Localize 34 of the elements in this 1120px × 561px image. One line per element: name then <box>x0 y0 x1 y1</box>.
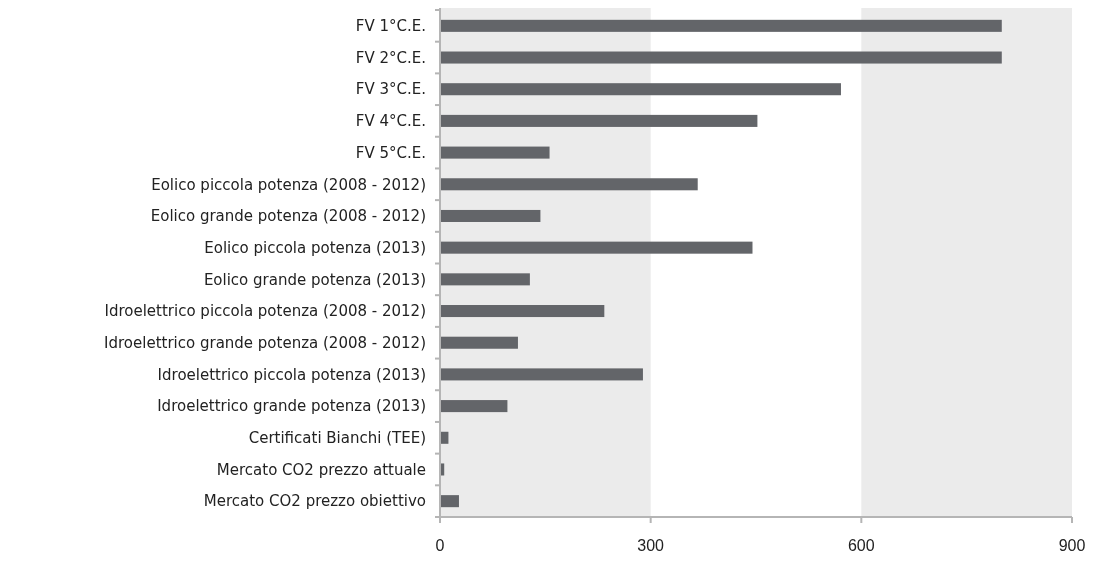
y-tick-label: Idroelettrico grande potenza (2013) <box>157 397 426 416</box>
bar <box>440 19 1002 32</box>
y-tick-label: FV 1°C.E. <box>355 17 426 36</box>
bar <box>440 146 550 159</box>
bar <box>440 241 753 254</box>
y-tick-label: Idroelettrico piccola potenza (2013) <box>157 365 426 384</box>
y-tick-label: Idroelettrico piccola potenza (2008 - 2012) <box>104 302 426 321</box>
y-tick-label: Eolico grande potenza (2013) <box>203 270 426 289</box>
bar <box>440 51 1002 64</box>
y-tick-label: FV 3°C.E. <box>355 80 426 99</box>
y-tick-label: Eolico grande potenza (2008 - 2012) <box>150 207 426 226</box>
x-tick-label: 600 <box>847 537 875 554</box>
bar <box>440 336 518 349</box>
y-tick-label: FV 4°C.E. <box>355 112 426 131</box>
y-tick-label: FV 2°C.E. <box>355 48 426 67</box>
bar <box>440 495 459 508</box>
bar <box>440 114 758 127</box>
bar <box>440 178 698 191</box>
y-tick-label: Eolico piccola potenza (2008 - 2012) <box>151 175 426 194</box>
bar <box>440 83 841 96</box>
bar <box>440 273 530 286</box>
y-tick-label: Mercato CO2 prezzo attuale <box>216 460 426 479</box>
bar <box>440 209 541 222</box>
y-tick-label: Eolico piccola potenza (2013) <box>204 238 426 257</box>
x-tick-label: 0 <box>435 537 445 554</box>
bar <box>440 305 605 318</box>
y-tick-label: Mercato CO2 prezzo obiettivo <box>203 492 426 511</box>
y-tick-label: Idroelettrico grande potenza (2008 - 2012) <box>104 333 426 352</box>
y-tick-label: FV 5°C.E. <box>355 143 426 162</box>
x-tick-label: 900 <box>1058 537 1086 554</box>
x-tick-label: 300 <box>637 537 665 554</box>
y-tick-label: Certificati Bianchi (TEE) <box>248 429 426 448</box>
bar <box>440 400 508 413</box>
bar <box>440 368 643 381</box>
